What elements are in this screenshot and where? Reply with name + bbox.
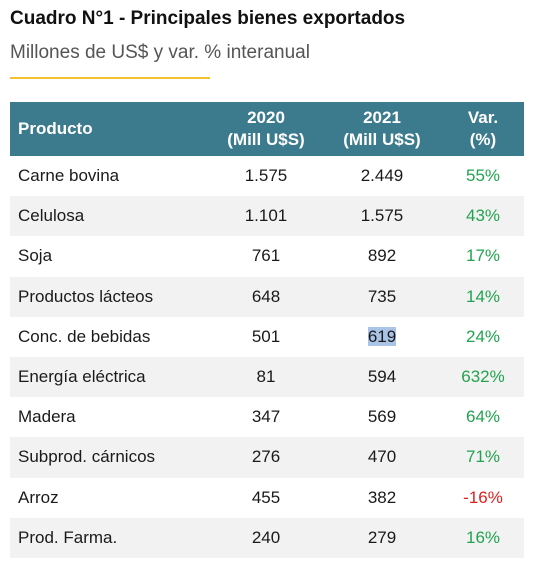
value-2021-cell: 279	[322, 517, 442, 558]
value-2021-cell: 470	[322, 437, 442, 478]
exports-table: Producto 2020 (Mill U$S) 2021 (Mill U$S)…	[10, 102, 524, 558]
product-cell: Productos lácteos	[10, 276, 210, 317]
value-2021-cell: 594	[322, 356, 442, 398]
table-row: Celulosa 1.101 1.575 43%	[10, 196, 524, 237]
product-cell: Subprod. cárnicos	[10, 437, 210, 478]
table-title: Cuadro N°1 - Principales bienes exportad…	[10, 8, 406, 29]
variation-cell: 632%	[442, 356, 524, 398]
table-row: Energía eléctrica 81 594 632%	[10, 356, 524, 398]
product-cell: Soja	[18, 246, 53, 266]
header-product: Producto	[10, 102, 210, 156]
table-row: Carne bovina 1.575 2.449 55%	[10, 156, 524, 196]
header-var-unit: (%)	[469, 130, 497, 149]
value-2021-cell: 892	[367, 246, 397, 266]
header-var: Var. (%)	[442, 102, 524, 156]
value-2020-cell: 761	[251, 246, 281, 266]
value-2021-cell: 382	[367, 487, 397, 507]
variation-cell: 24%	[465, 326, 501, 346]
value-2020-cell: 81	[210, 356, 322, 398]
product-cell: Arroz	[18, 487, 59, 507]
header-2020-year: 2020	[247, 108, 285, 127]
value-2021-cell: 735	[322, 276, 442, 317]
table-row: Productos lácteos 648 735 14%	[10, 276, 524, 317]
header-2021-unit: (Mill U$S)	[343, 130, 421, 149]
value-2020-cell: 648	[210, 276, 322, 317]
header-2021: 2021 (Mill U$S)	[322, 102, 442, 156]
table-row: Soja 761 892 17%	[10, 236, 524, 276]
table-row: Subprod. cárnicos 276 470 71%	[10, 437, 524, 478]
header-2021-year: 2021	[363, 108, 401, 127]
product-cell: Prod. Farma.	[10, 517, 210, 558]
table-row: Prod. Farma. 240 279 16%	[10, 517, 524, 558]
value-2020-cell: 347	[251, 407, 281, 427]
table-row: Madera 347 569 64%	[10, 397, 524, 437]
variation-cell: 55%	[465, 166, 501, 186]
value-2020-cell: 1.575	[244, 166, 288, 186]
table-row: Arroz 455 382 -16%	[10, 478, 524, 518]
variation-cell: 64%	[465, 407, 501, 427]
product-cell: Carne bovina	[18, 166, 120, 186]
value-2020-cell: 1.101	[210, 196, 322, 237]
product-cell: Celulosa	[10, 196, 210, 237]
header-2020: 2020 (Mill U$S)	[210, 102, 322, 156]
value-2020-cell: 276	[210, 437, 322, 478]
value-2020-cell: 240	[210, 517, 322, 558]
product-cell: Conc. de bebidas	[18, 326, 151, 346]
value-2021-cell: 569	[367, 407, 397, 427]
header-2020-unit: (Mill U$S)	[227, 130, 305, 149]
header-var-label: Var.	[467, 108, 499, 127]
product-cell: Madera	[18, 407, 76, 427]
header-row: Producto 2020 (Mill U$S) 2021 (Mill U$S)…	[10, 102, 524, 156]
variation-cell: 17%	[465, 246, 501, 266]
value-2020-cell: 455	[251, 487, 281, 507]
selected-text[interactable]: 619	[367, 326, 397, 346]
product-cell: Energía eléctrica	[10, 356, 210, 398]
table-row: Conc. de bebidas 501 619 24%	[10, 317, 524, 357]
value-2020-cell: 501	[251, 326, 281, 346]
variation-cell: -16%	[463, 487, 503, 507]
variation-cell: 16%	[442, 517, 524, 558]
variation-cell: 43%	[442, 196, 524, 237]
accent-underline	[10, 77, 210, 79]
value-2021-cell: 2.449	[360, 166, 404, 186]
variation-cell: 14%	[442, 276, 524, 317]
variation-cell: 71%	[442, 437, 524, 478]
value-2021-cell[interactable]: 619	[322, 317, 442, 357]
table-subtitle: Millones de US$ y var. % interanual	[10, 42, 310, 63]
value-2021-cell: 1.575	[322, 196, 442, 237]
